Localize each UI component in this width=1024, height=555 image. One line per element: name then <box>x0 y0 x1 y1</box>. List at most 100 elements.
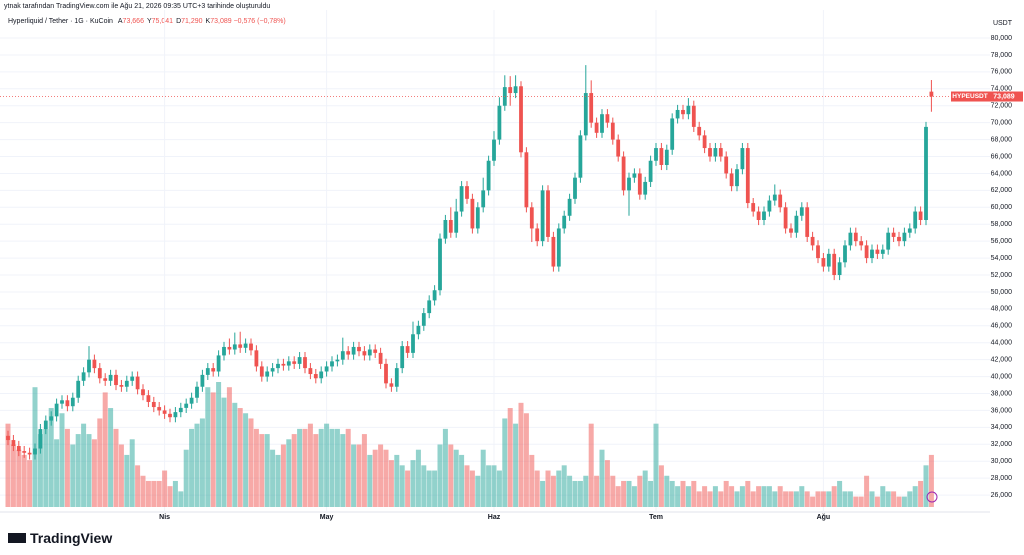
candle-body <box>33 448 37 455</box>
y-tick-label: 58,000 <box>991 221 1013 228</box>
candle-body <box>448 219 453 233</box>
candle-body <box>724 156 729 174</box>
volume-bar <box>858 496 864 507</box>
candle-body <box>870 249 874 259</box>
volume-bar <box>626 480 632 507</box>
volume-bar <box>108 408 114 507</box>
volume-bar <box>372 449 378 507</box>
candle-body <box>513 86 518 94</box>
volume-bar <box>712 486 718 507</box>
candle-body <box>556 228 561 267</box>
candle-body <box>330 361 334 367</box>
candle-body <box>227 346 232 350</box>
candle-body <box>438 238 442 291</box>
volume-bar <box>685 486 691 507</box>
volume-bar <box>394 454 400 507</box>
volume-bar <box>64 428 70 507</box>
y-tick-label: 34,000 <box>991 424 1013 431</box>
volume-bar <box>831 486 837 507</box>
candle-body <box>27 452 32 455</box>
candle-body <box>783 207 788 229</box>
candle-body <box>141 389 145 396</box>
candle-body <box>691 105 696 127</box>
volume-bar <box>826 491 832 507</box>
volume-bar <box>658 465 664 507</box>
y-tick-label: 30,000 <box>991 458 1013 465</box>
volume-bar <box>718 491 724 507</box>
candle-body <box>670 118 675 150</box>
candle-body <box>907 228 912 233</box>
volume-bar <box>896 496 902 507</box>
volume-bar <box>113 428 119 507</box>
axis-unit: USDT <box>993 20 1013 27</box>
volume-bar <box>837 480 843 507</box>
volume-bar <box>270 449 276 507</box>
volume-bar <box>496 470 502 507</box>
candle-body <box>573 177 577 199</box>
candle-body <box>157 407 162 411</box>
candle-body <box>567 198 572 216</box>
candle-body <box>718 148 723 157</box>
candle-body <box>740 148 745 170</box>
candle-body <box>411 334 415 353</box>
candle-body <box>443 219 448 239</box>
volume-bar <box>675 486 681 507</box>
ohlc-key: A <box>117 18 123 25</box>
candle-body <box>124 380 129 387</box>
candle-body <box>184 403 189 408</box>
candle-body <box>276 363 280 369</box>
candle-body <box>351 346 356 355</box>
candle-body <box>270 368 275 372</box>
candle-body <box>880 249 885 254</box>
candle-body <box>265 371 270 377</box>
candle-body <box>465 186 469 199</box>
volume-bar <box>248 418 254 507</box>
candle-body <box>913 211 918 229</box>
candle-body <box>76 380 81 398</box>
y-tick-label: 52,000 <box>991 272 1013 279</box>
y-tick-label: 64,000 <box>991 170 1013 177</box>
logo-text: TradingView <box>30 530 113 546</box>
volume-bar <box>367 454 373 507</box>
candle-body <box>54 403 59 417</box>
volume-bar <box>923 465 929 507</box>
candle-body <box>178 407 183 413</box>
volume-bar <box>486 465 492 507</box>
candle-body <box>832 253 837 276</box>
candle-body <box>416 325 421 335</box>
candle-body <box>605 114 610 123</box>
volume-bar <box>793 491 799 507</box>
volume-bar <box>761 486 767 507</box>
volume-bar <box>810 496 816 507</box>
candle-body <box>837 262 842 276</box>
volume-bar <box>880 486 886 507</box>
candle-body <box>146 395 151 402</box>
volume-bar <box>853 496 859 507</box>
candle-body <box>130 376 135 381</box>
volume-bar <box>324 423 330 507</box>
volume-bar <box>10 444 16 507</box>
volume-bar <box>653 423 659 507</box>
candle-body <box>200 374 205 387</box>
volume-bar <box>5 423 11 507</box>
candle-body <box>929 91 934 97</box>
volume-bar <box>502 418 508 507</box>
volume-bar <box>297 428 303 507</box>
volume-bar <box>615 486 621 507</box>
candle-body <box>875 249 880 254</box>
volume-bar <box>642 470 648 507</box>
candle-body <box>654 148 658 161</box>
candle-body <box>70 397 75 407</box>
candle-body <box>43 420 48 430</box>
candle-body <box>432 290 437 301</box>
volume-bar <box>129 439 135 507</box>
volume-bar <box>81 423 87 507</box>
y-tick-label: 28,000 <box>991 475 1013 482</box>
candle-body <box>551 236 556 267</box>
y-tick-label: 56,000 <box>991 238 1013 245</box>
candle-body <box>162 410 167 414</box>
candle-body <box>249 343 253 351</box>
volume-bar <box>448 444 454 507</box>
candle-body <box>108 374 113 381</box>
volume-bar <box>459 454 465 507</box>
